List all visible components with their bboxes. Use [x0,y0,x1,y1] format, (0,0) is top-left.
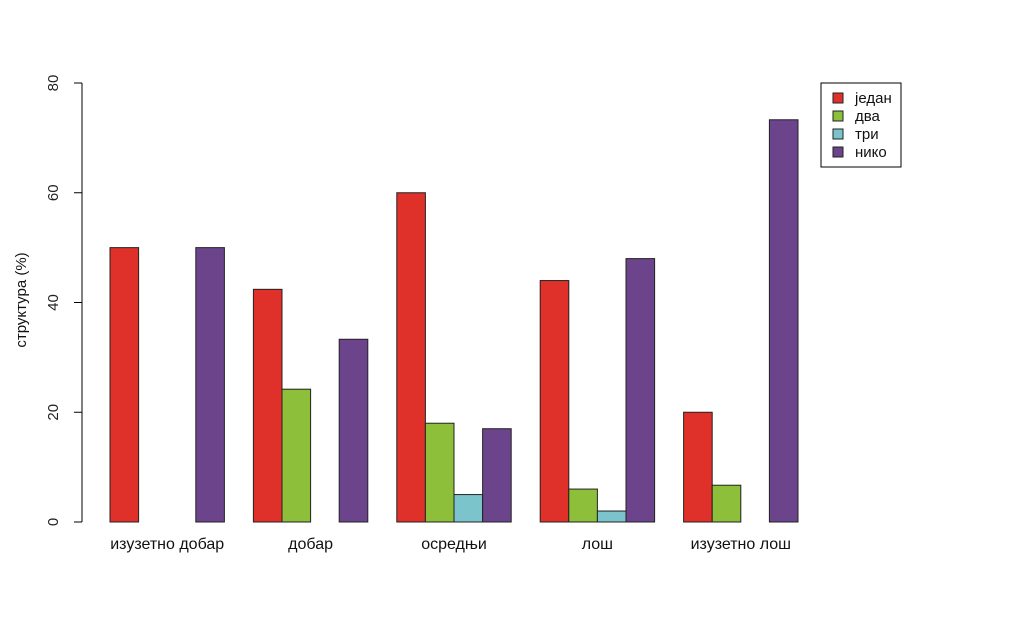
bar-4-1 [539,280,570,523]
legend-label: један [854,90,892,107]
bars [109,119,799,523]
y-tick-label: 0 [45,518,62,526]
bar-5-2 [711,484,742,523]
bar-4-4 [625,258,656,523]
bar-1-4 [195,247,225,523]
bar-2-4 [338,338,369,523]
category-label: изузетно добар [110,536,224,553]
bar-2-2 [281,388,312,523]
category-label: лош [582,536,613,553]
y-tick-label: 20 [45,404,62,421]
bar-3-1 [396,192,426,523]
bar-4-2 [568,488,598,523]
y-tick-label: 80 [45,75,62,92]
legend-label: три [855,126,879,143]
bar-3-4 [482,428,512,523]
y-axis-label: структура (%) [13,252,30,347]
legend-label: два [855,108,881,125]
category-label: добар [288,536,333,553]
legend-swatch [832,146,844,158]
bar-5-4 [768,119,799,523]
category-label: изузетно лош [691,536,791,553]
category-labels: изузетно добар добар осредњи лош изузетно ло… [110,536,791,553]
bar-3-3 [453,494,484,523]
bar-3-2 [424,422,455,523]
bar-2-1 [252,288,283,523]
bar-5-1 [683,411,713,523]
y-tick-label: 60 [45,184,62,201]
legend-swatch [832,92,844,104]
y-axis: 0 20 40 60 80 [45,75,83,526]
legend-swatch [832,128,844,140]
bar-1-1 [109,247,140,523]
category-label: осредњи [421,536,487,553]
y-tick-label: 40 [45,294,62,311]
legend-label: нико [855,144,887,161]
bar-4-3 [596,510,627,523]
legend-swatch [832,110,844,122]
